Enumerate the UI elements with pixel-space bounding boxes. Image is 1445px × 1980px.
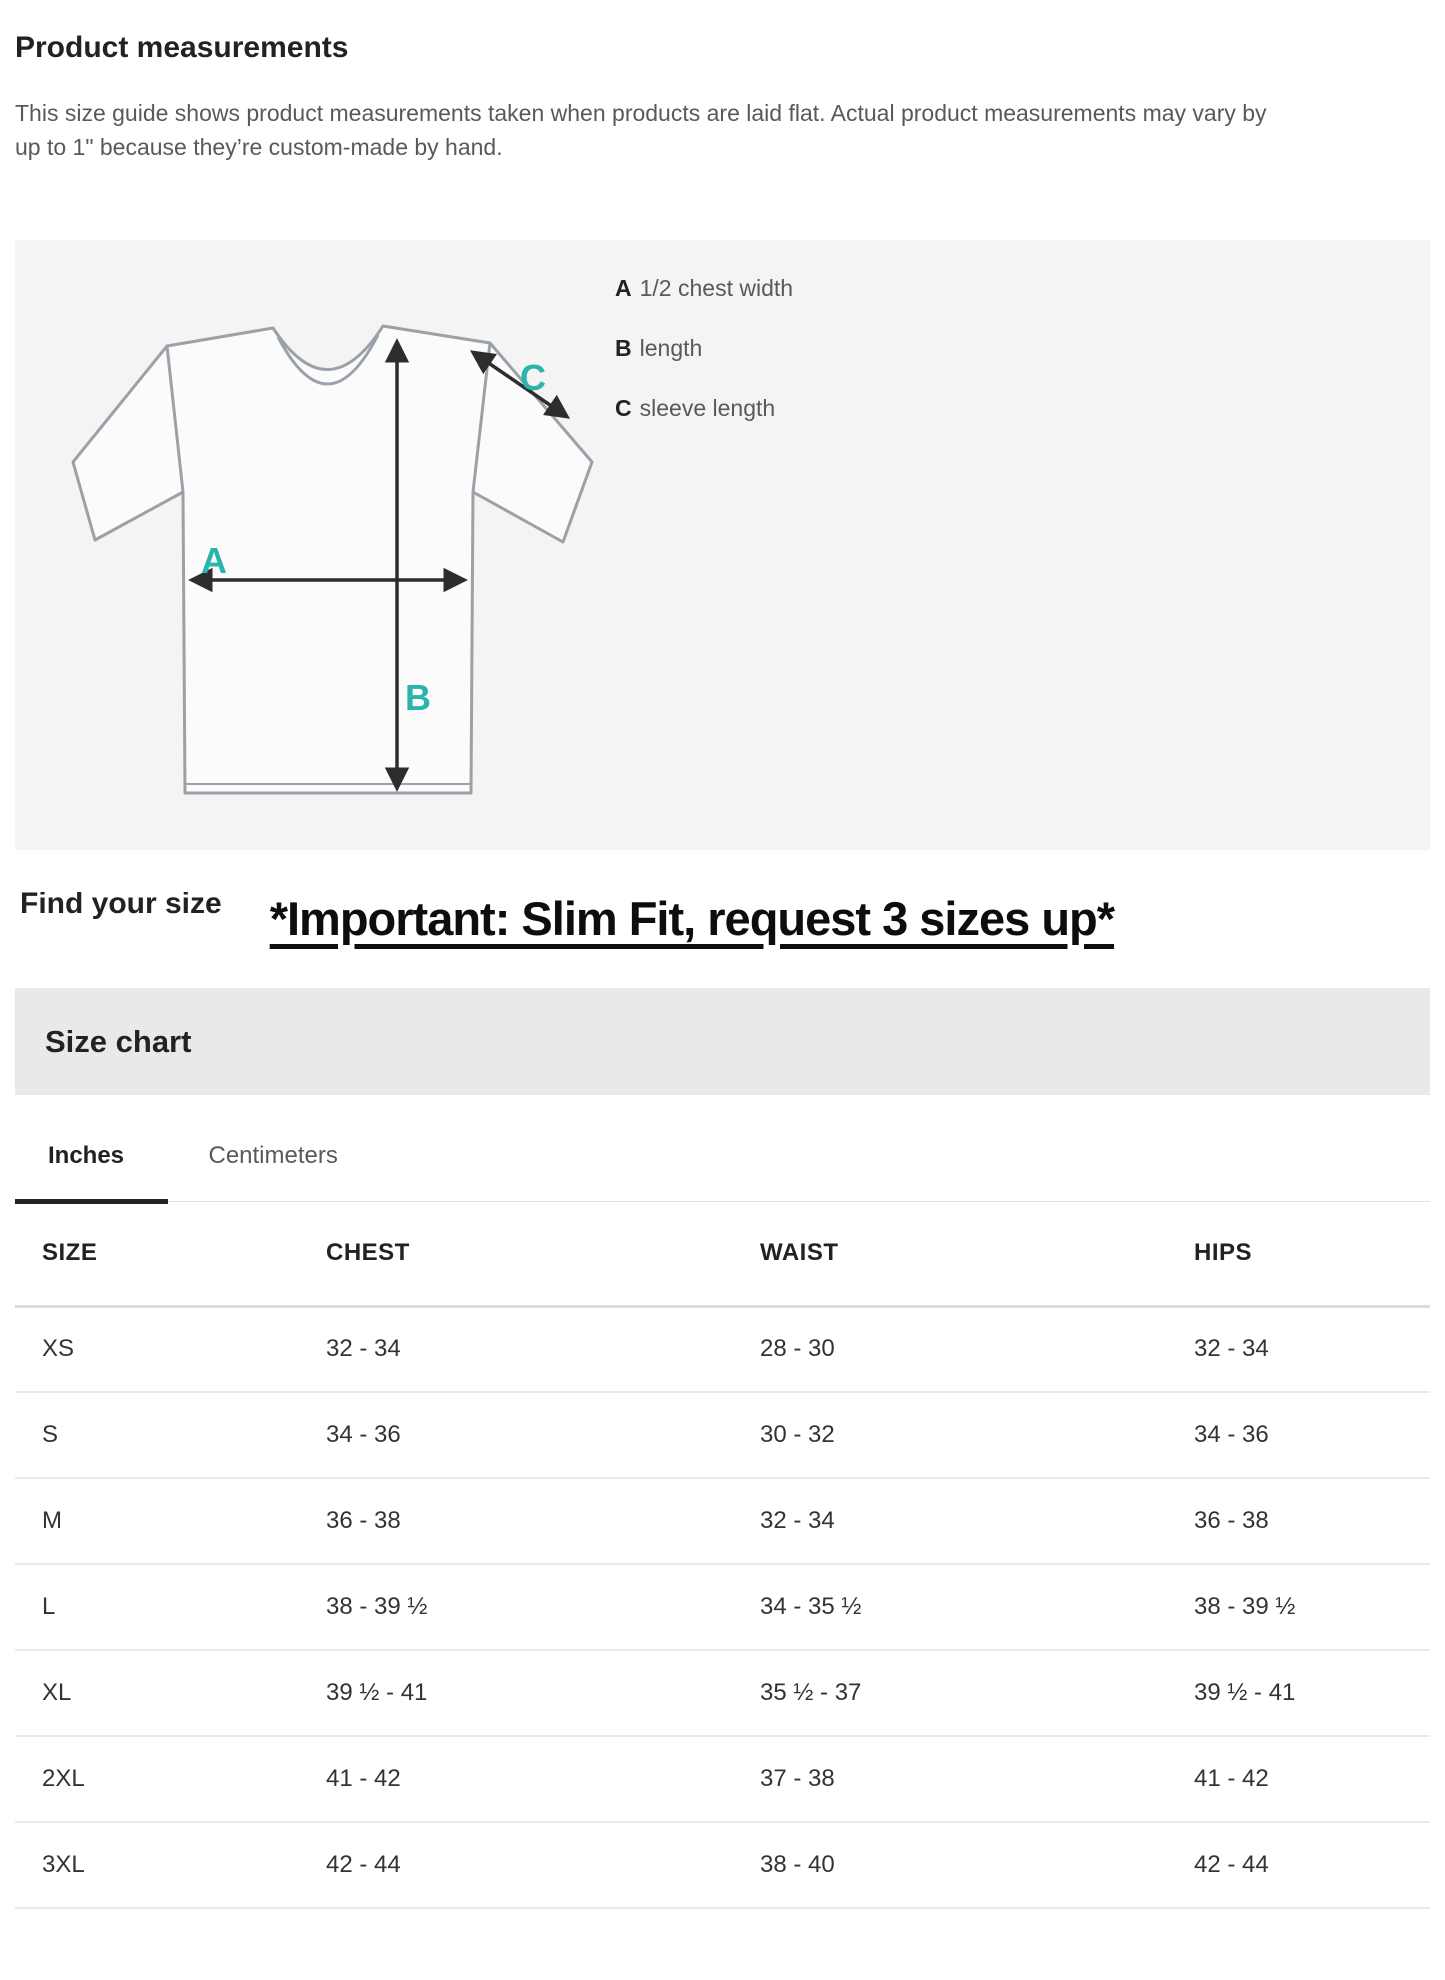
chest-cell: 42 - 44 bbox=[299, 1822, 733, 1909]
find-your-size-section: Find your size *Important: Slim Fit, req… bbox=[15, 892, 1430, 944]
size-cell: XL bbox=[15, 1650, 299, 1737]
table-row: 2XL 41 - 42 37 - 38 41 - 42 bbox=[15, 1736, 1430, 1823]
tshirt-diagram-graphic bbox=[71, 324, 594, 795]
waist-cell: 28 - 30 bbox=[733, 1306, 1167, 1393]
description-line: up to 1" because they’re custom-made by … bbox=[15, 134, 503, 160]
hips-cell: 38 - 39 ½ bbox=[1167, 1564, 1430, 1651]
hips-cell: 42 - 44 bbox=[1167, 1822, 1430, 1909]
hips-cell: 36 - 38 bbox=[1167, 1478, 1430, 1565]
chest-cell: 34 - 36 bbox=[299, 1392, 733, 1479]
size-cell: 2XL bbox=[15, 1736, 299, 1823]
waist-cell: 35 ½ - 37 bbox=[733, 1650, 1167, 1737]
hips-cell: 32 - 34 bbox=[1167, 1306, 1430, 1393]
column-header-hips: HIPS bbox=[1167, 1202, 1430, 1308]
marker-b-label: B bbox=[405, 677, 431, 718]
size-cell: S bbox=[15, 1392, 299, 1479]
table-header-row: SIZE CHEST WAIST HIPS bbox=[15, 1202, 1430, 1308]
table-row: M 36 - 38 32 - 34 36 - 38 bbox=[15, 1478, 1430, 1565]
chest-cell: 41 - 42 bbox=[299, 1736, 733, 1823]
hips-cell: 39 ½ - 41 bbox=[1167, 1650, 1430, 1737]
tshirt-left-seam bbox=[165, 345, 185, 493]
size-cell: L bbox=[15, 1564, 299, 1651]
hips-cell: 41 - 42 bbox=[1167, 1736, 1430, 1823]
marker-c-label: C bbox=[520, 357, 546, 398]
important-note: *Important: Slim Fit, request 3 sizes up… bbox=[269, 892, 1115, 945]
legend-item-chest: A 1/2 chest width bbox=[615, 276, 793, 300]
table-row: 3XL 42 - 44 38 - 40 42 - 44 bbox=[15, 1822, 1430, 1909]
size-chart-heading: Size chart bbox=[45, 1023, 192, 1059]
waist-cell: 34 - 35 ½ bbox=[733, 1564, 1167, 1651]
tab-centimeters[interactable]: Centimeters bbox=[208, 1142, 338, 1169]
waist-cell: 32 - 34 bbox=[733, 1478, 1167, 1565]
table-row: L 38 - 39 ½ 34 - 35 ½ 38 - 39 ½ bbox=[15, 1564, 1430, 1651]
size-chart-header-bar: Size chart bbox=[15, 988, 1430, 1095]
column-header-chest: CHEST bbox=[299, 1202, 733, 1308]
legend-label: 1/2 chest width bbox=[639, 275, 794, 301]
table-row: XL 39 ½ - 41 35 ½ - 37 39 ½ - 41 bbox=[15, 1650, 1430, 1737]
size-cell: M bbox=[15, 1478, 299, 1565]
chest-cell: 39 ½ - 41 bbox=[299, 1650, 733, 1737]
waist-cell: 30 - 32 bbox=[733, 1392, 1167, 1479]
column-header-size: SIZE bbox=[15, 1202, 299, 1308]
units-tabs: Inches Centimeters bbox=[15, 1095, 1430, 1204]
waist-cell: 38 - 40 bbox=[733, 1822, 1167, 1909]
legend-key: A bbox=[615, 275, 632, 301]
legend-key: B bbox=[615, 335, 632, 361]
size-cell: XS bbox=[15, 1306, 299, 1393]
size-guide-description: This size guide shows product measuremen… bbox=[15, 96, 1430, 164]
tshirt-collar-line bbox=[276, 334, 380, 386]
size-cell: 3XL bbox=[15, 1822, 299, 1909]
chest-cell: 36 - 38 bbox=[299, 1478, 733, 1565]
legend-label: length bbox=[639, 335, 703, 361]
description-line: This size guide shows product measuremen… bbox=[15, 100, 1267, 126]
legend-label: sleeve length bbox=[639, 395, 776, 421]
marker-a-label: A bbox=[201, 540, 227, 581]
page-title: Product measurements bbox=[15, 31, 349, 64]
waist-cell: 37 - 38 bbox=[733, 1736, 1167, 1823]
find-your-size-heading: Find your size bbox=[20, 892, 222, 920]
find-your-size-heading-clip: Find your size bbox=[15, 892, 222, 926]
size-table: SIZE CHEST WAIST HIPS XS 32 - 34 28 - 30… bbox=[15, 1202, 1430, 1909]
active-tab-indicator bbox=[15, 1199, 168, 1204]
chest-cell: 38 - 39 ½ bbox=[299, 1564, 733, 1651]
chest-cell: 32 - 34 bbox=[299, 1306, 733, 1393]
table-row: XS 32 - 34 28 - 30 32 - 34 bbox=[15, 1306, 1430, 1393]
tab-inches[interactable]: Inches bbox=[48, 1142, 125, 1169]
hips-cell: 34 - 36 bbox=[1167, 1392, 1430, 1479]
legend-key: C bbox=[615, 395, 632, 421]
table-row: S 34 - 36 30 - 32 34 - 36 bbox=[15, 1392, 1430, 1479]
sleeve-length-arrow bbox=[469, 350, 571, 419]
column-header-waist: WAIST bbox=[733, 1202, 1167, 1308]
tshirt-outline bbox=[71, 324, 594, 795]
